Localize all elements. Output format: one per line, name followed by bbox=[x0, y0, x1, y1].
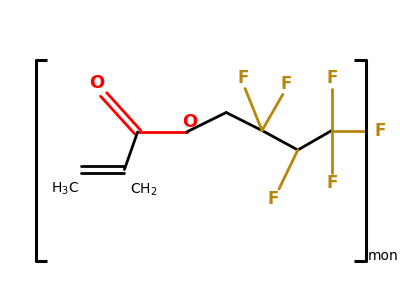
Text: mon: mon bbox=[368, 248, 398, 262]
Text: O: O bbox=[182, 113, 197, 131]
Text: F: F bbox=[268, 190, 279, 208]
Text: O: O bbox=[89, 74, 104, 92]
Text: F: F bbox=[374, 122, 386, 140]
Text: F: F bbox=[238, 69, 249, 87]
Text: F: F bbox=[281, 75, 292, 93]
Text: F: F bbox=[326, 174, 338, 192]
Text: H$_3$C: H$_3$C bbox=[51, 181, 79, 197]
Text: CH$_2$: CH$_2$ bbox=[130, 182, 158, 198]
Text: F: F bbox=[326, 69, 338, 87]
